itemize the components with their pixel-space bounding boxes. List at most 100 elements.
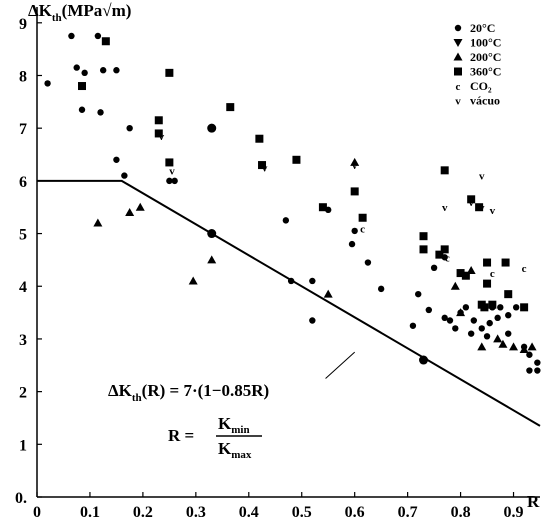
data-point [94, 32, 102, 40]
data-point [497, 304, 504, 311]
data-point [292, 155, 301, 164]
data-point: v [352, 160, 358, 172]
legend-label: 20°C [470, 21, 495, 35]
data-point [435, 250, 444, 259]
data-point: v [442, 202, 448, 214]
data-point [121, 172, 128, 179]
series-c: c c c c [360, 223, 526, 280]
data-point [425, 306, 433, 314]
legend-label: CO₂ [470, 79, 492, 93]
data-point [462, 304, 470, 311]
data-point [477, 342, 487, 351]
data-point [44, 80, 51, 87]
data-point [456, 308, 466, 317]
data-point: c [445, 252, 450, 264]
data-point [81, 69, 88, 77]
data-point [226, 103, 235, 112]
legend-label: 100°C [470, 36, 501, 50]
data-point [534, 367, 541, 374]
data-point [501, 258, 510, 267]
data-point [68, 32, 75, 40]
data-point [165, 68, 174, 77]
y-tick-label: 6 [19, 174, 27, 191]
legend-item: 360°C [454, 65, 501, 79]
data-point [419, 245, 428, 254]
data-point [478, 325, 485, 332]
y-tick-label: 1 [19, 437, 27, 454]
x-tick-label: 0.5 [292, 504, 312, 521]
data-point [113, 156, 120, 163]
legend-marker [454, 24, 462, 32]
data-point [467, 195, 476, 204]
data-point [483, 333, 491, 340]
x-tick-label: 0.8 [451, 504, 471, 521]
x-tick-label: 0.9 [504, 504, 524, 521]
threshold-line-group [37, 179, 541, 427]
data-point [467, 330, 475, 337]
x-tick-label: 0.3 [186, 504, 206, 521]
x-axis-title: R [527, 492, 540, 511]
legend-item: v vácuo [455, 94, 500, 108]
data-point: v [479, 202, 485, 214]
data-point [475, 203, 484, 212]
x-tick-label: 0.2 [133, 504, 153, 521]
formula-annotation: ΔKth(R) = 7·(1−0.85R) [108, 381, 269, 404]
series-v: vv v vv vvv v [159, 131, 496, 217]
data-point [101, 37, 110, 46]
data-point [309, 317, 316, 324]
data-points: ccc c vv v vv vvv v [44, 32, 541, 374]
data-point [165, 158, 174, 167]
legend-label: 200°C [470, 50, 501, 64]
data-point: v [468, 197, 474, 209]
r-equation-numerator: Kmin [218, 414, 250, 436]
legend-item: 100°C [453, 36, 501, 50]
legend-marker: c [456, 81, 461, 93]
data-point [93, 218, 103, 227]
y-axis-title: ΔKth(MPa√m) [28, 1, 131, 24]
formula-leader-line [325, 351, 356, 379]
y-tick-label: 8 [19, 68, 27, 85]
data-point: v [262, 163, 268, 175]
r-equation-lhs: R = [168, 426, 194, 445]
threshold-curve [37, 179, 541, 427]
y-tick-label: 3 [19, 332, 27, 349]
x-tick-label: 0.6 [345, 504, 365, 521]
data-point [505, 312, 512, 319]
legend-label: vácuo [470, 94, 500, 108]
data-point [350, 187, 359, 196]
data-point [519, 344, 529, 353]
data-point [358, 213, 367, 222]
legend-marker: v [455, 96, 461, 108]
data-point [470, 317, 478, 324]
data-point [166, 177, 173, 185]
series-circle [44, 32, 541, 374]
data-point [526, 351, 533, 358]
data-point [430, 264, 438, 272]
data-point [318, 203, 327, 212]
data-point [419, 232, 428, 241]
data-point [440, 166, 449, 175]
legend-item: c CO₂ [456, 79, 492, 93]
series-square [78, 37, 529, 312]
data-point [456, 269, 465, 278]
data-point [282, 217, 290, 224]
highlight-point [207, 229, 217, 239]
axes [36, 7, 540, 498]
legend-marker [453, 52, 463, 61]
data-point [441, 314, 448, 322]
legend-item: 20°C [454, 21, 495, 35]
data-point [309, 277, 316, 285]
data-point [154, 129, 163, 138]
data-point [135, 202, 145, 211]
y-axis-ticks: 0. 1 2 3 4 5 6 7 8 9 [15, 16, 42, 507]
data-point [78, 82, 87, 91]
data-point [78, 106, 86, 113]
data-point [258, 161, 267, 170]
data-point [97, 109, 104, 116]
highlighted-points [207, 123, 429, 365]
data-point [364, 259, 372, 266]
x-tick-label: 0 [33, 504, 41, 521]
data-point [494, 314, 501, 322]
